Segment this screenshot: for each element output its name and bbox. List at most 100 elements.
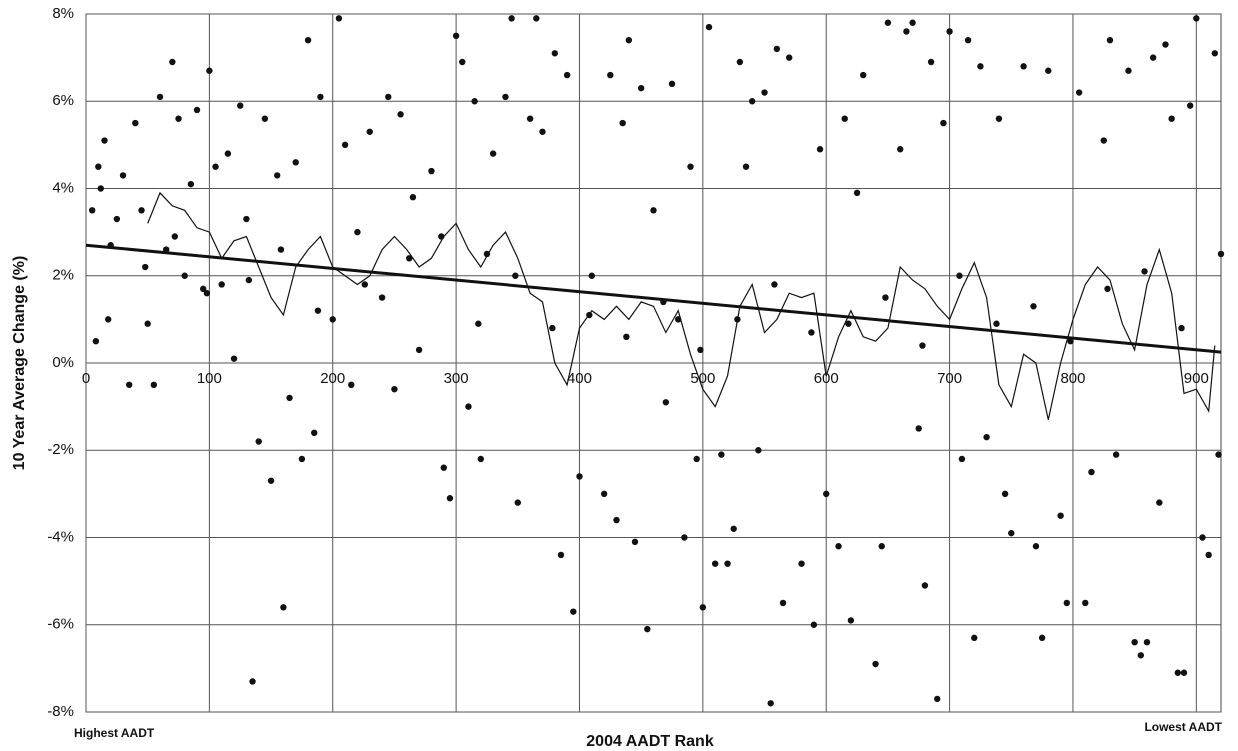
point — [317, 93, 324, 101]
point — [983, 433, 990, 441]
point — [779, 599, 787, 607]
point — [773, 45, 781, 53]
point — [1001, 490, 1009, 498]
point — [570, 608, 577, 615]
point — [1088, 468, 1095, 476]
point — [909, 19, 916, 26]
point — [409, 194, 417, 201]
point — [1174, 669, 1182, 676]
point — [1104, 285, 1111, 293]
point — [113, 215, 121, 223]
point — [144, 320, 151, 327]
x-tick-label: 600 — [814, 370, 839, 387]
point — [237, 102, 244, 109]
point — [878, 543, 885, 550]
point — [1038, 634, 1046, 642]
point — [724, 560, 731, 567]
point — [927, 58, 935, 66]
point — [971, 634, 978, 642]
point — [1137, 652, 1145, 659]
point — [1063, 599, 1070, 607]
point — [1032, 543, 1040, 550]
point — [187, 180, 195, 188]
point — [440, 464, 447, 471]
point — [1211, 50, 1219, 57]
point — [348, 381, 355, 389]
x-tick-label: 900 — [1184, 370, 1209, 387]
y-tick-label: -4% — [47, 528, 74, 545]
point — [267, 477, 275, 484]
point — [391, 385, 398, 393]
point — [718, 451, 725, 458]
annotation: Lowest AADT — [1144, 720, 1222, 734]
point — [203, 290, 211, 297]
point — [1143, 639, 1151, 646]
point — [903, 28, 910, 35]
point — [1178, 324, 1185, 332]
y-axis-label: 10 Year Average Change (%) — [11, 256, 28, 471]
point — [200, 285, 207, 293]
point — [245, 276, 253, 284]
point — [101, 137, 108, 144]
point — [588, 272, 596, 279]
point — [742, 163, 750, 170]
x-tick-label: 800 — [1060, 370, 1085, 387]
point — [218, 281, 225, 288]
point — [249, 678, 256, 685]
point — [563, 71, 571, 79]
point — [1193, 15, 1200, 22]
point — [171, 233, 179, 240]
point — [206, 67, 213, 74]
x-tick-label: 500 — [690, 370, 715, 387]
point — [860, 71, 867, 79]
point — [475, 320, 482, 327]
point — [465, 403, 472, 410]
point — [1067, 337, 1074, 345]
point — [280, 604, 287, 611]
point — [853, 189, 861, 197]
point — [1180, 669, 1188, 676]
point — [705, 23, 713, 31]
point — [533, 15, 540, 22]
point — [1149, 54, 1157, 61]
point — [526, 115, 534, 122]
point — [277, 246, 285, 253]
point — [446, 495, 454, 502]
point — [138, 207, 145, 214]
point — [687, 163, 694, 170]
point — [551, 50, 559, 57]
point — [761, 89, 768, 96]
point — [1020, 63, 1027, 70]
point — [119, 172, 127, 179]
point — [625, 36, 633, 44]
point — [385, 93, 392, 101]
point — [956, 272, 963, 279]
point — [156, 93, 164, 101]
point — [92, 337, 100, 345]
point — [150, 381, 158, 389]
point — [798, 560, 805, 567]
point — [693, 455, 700, 463]
point — [681, 534, 688, 541]
x-tick-label: 400 — [567, 370, 592, 387]
point — [964, 36, 972, 44]
point — [557, 551, 565, 559]
x-tick-label: 300 — [444, 370, 469, 387]
point — [711, 560, 719, 567]
point — [1112, 451, 1120, 458]
point — [835, 543, 842, 550]
point — [243, 215, 250, 223]
point — [502, 93, 509, 101]
point — [471, 98, 478, 105]
point — [341, 141, 349, 149]
point — [125, 381, 133, 389]
point — [934, 695, 941, 703]
point — [1162, 41, 1169, 48]
point — [459, 58, 466, 66]
y-tick-label: 2% — [52, 267, 74, 284]
point — [366, 128, 373, 135]
y-tick-label: 8% — [52, 5, 74, 22]
point — [95, 163, 102, 170]
